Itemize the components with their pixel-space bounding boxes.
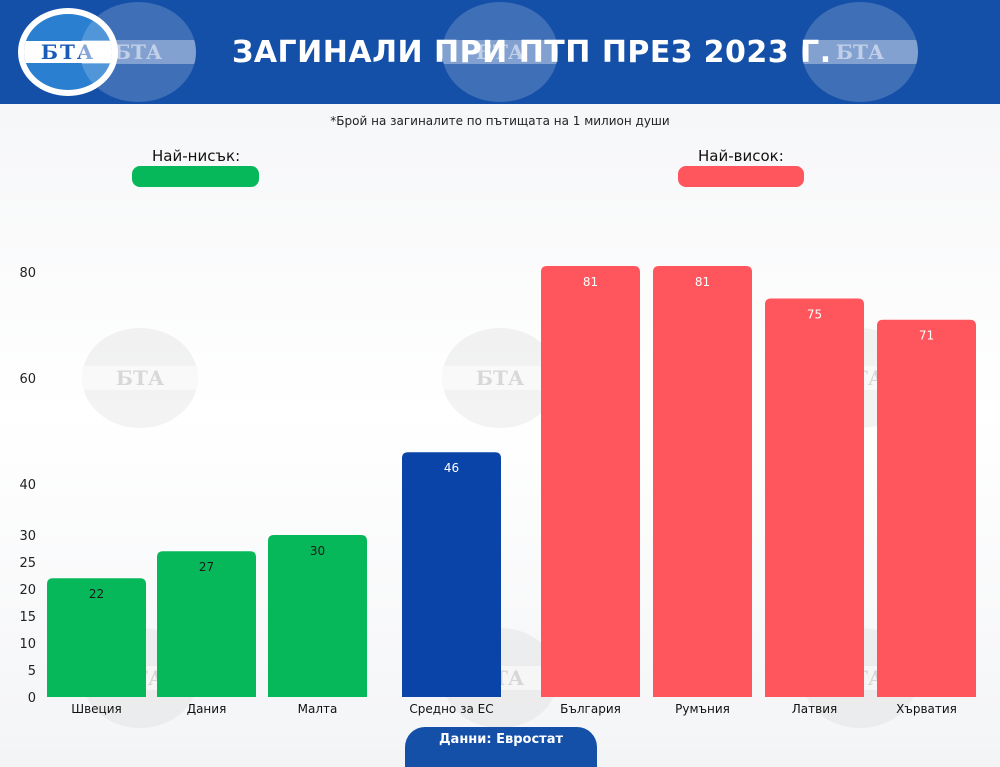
- bar-data-label: 81: [695, 275, 710, 289]
- source-label: Данни: Евростат: [405, 727, 597, 767]
- bar: [268, 535, 367, 697]
- logo-text: БТА: [24, 41, 112, 63]
- bar: [765, 298, 864, 697]
- bar-data-label: 22: [89, 587, 104, 601]
- bar: [47, 578, 146, 697]
- legend-lowest-label: Най-нисък:: [152, 147, 241, 165]
- watermark-text: БТА: [80, 40, 196, 64]
- watermark-logo: БТА: [802, 2, 918, 102]
- x-category-label: Средно за ЕС: [409, 702, 493, 716]
- bar-data-label: 75: [807, 308, 822, 322]
- y-tick-label: 20: [19, 583, 36, 598]
- y-tick-label: 15: [19, 610, 36, 625]
- bar: [541, 266, 640, 697]
- chart-subtitle: *Брой на загиналите по пътищата на 1 мил…: [330, 114, 670, 128]
- y-tick-label: 80: [19, 266, 36, 281]
- x-category-label: Хърватия: [896, 702, 957, 716]
- bar-chart: 0 5 10 15 20 25 30 40 60 80 22 Швеция 27 Дания 30 Малта…: [19, 266, 976, 716]
- bar-data-label: 71: [919, 329, 934, 343]
- legend-lowest-swatch: [132, 166, 259, 187]
- y-tick-label: 60: [19, 372, 36, 387]
- x-category-label: Дания: [187, 702, 227, 716]
- x-category-label: Румъния: [675, 702, 730, 716]
- bar-data-label: 30: [310, 544, 325, 558]
- bar-data-label: 46: [444, 461, 459, 475]
- y-tick-label: 0: [28, 691, 36, 706]
- y-tick-label: 40: [19, 478, 36, 493]
- bar: [402, 452, 501, 697]
- legend-highest-swatch: [678, 166, 804, 187]
- legend-highest-label: Най-висок:: [698, 147, 784, 165]
- bar-data-label: 27: [199, 560, 214, 574]
- y-tick-label: 25: [19, 556, 36, 571]
- page-title: ЗАГИНАЛИ ПРИ ПТП ПРЕЗ 2023 Г.: [232, 35, 832, 70]
- x-category-label: Швеция: [71, 702, 121, 716]
- watermark-logo: БТА: [80, 2, 196, 102]
- x-category-label: Латвия: [792, 702, 837, 716]
- x-category-label: Малта: [298, 702, 338, 716]
- bar: [877, 319, 976, 697]
- x-category-label: България: [560, 702, 621, 716]
- watermark-text: БТА: [442, 366, 558, 390]
- watermark-text: БТА: [442, 40, 558, 64]
- header-bar: БТА ЗАГИНАЛИ ПРИ ПТП ПРЕЗ 2023 Г. БТА БТ…: [0, 0, 1000, 104]
- globe-icon: БТА: [24, 14, 112, 90]
- bta-logo: БТА: [18, 8, 118, 96]
- watermark-text: БТА: [82, 366, 198, 390]
- watermark-logo: БТА: [442, 328, 558, 428]
- watermark-text: БТА: [802, 40, 918, 64]
- bar: [653, 266, 752, 697]
- watermark-logo: БТА: [442, 2, 558, 102]
- y-tick-label: 30: [19, 529, 36, 544]
- watermark-logo: БТА: [82, 328, 198, 428]
- bar-data-label: 81: [583, 275, 598, 289]
- bar: [157, 551, 256, 697]
- y-tick-label: 5: [28, 664, 36, 679]
- y-tick-label: 10: [19, 637, 36, 652]
